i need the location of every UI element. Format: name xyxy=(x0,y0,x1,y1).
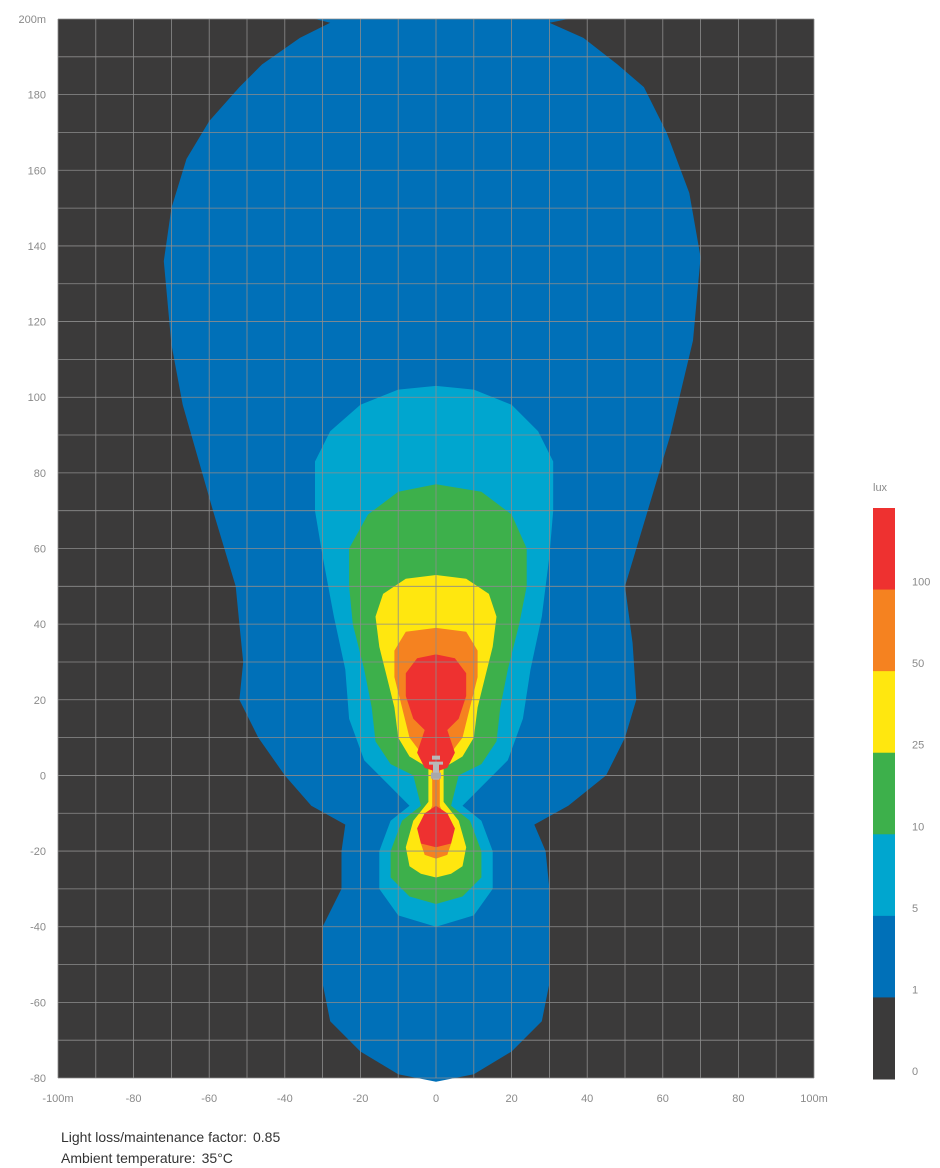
legend-swatch-10 xyxy=(873,752,895,835)
x-tick-label: -40 xyxy=(277,1093,293,1105)
y-tick-label: -80 xyxy=(30,1073,46,1085)
y-tick-label: 100 xyxy=(28,392,46,404)
y-tick-label: 20 xyxy=(34,695,46,707)
y-tick-label: 140 xyxy=(28,241,46,253)
y-tick-label: -60 xyxy=(30,997,46,1009)
y-tick-label: 80 xyxy=(34,468,46,480)
legend-swatch-5 xyxy=(873,834,895,917)
y-tick-label: 0 xyxy=(40,770,46,782)
x-tick-label: -20 xyxy=(352,1093,368,1105)
legend-label-25: 25 xyxy=(912,740,924,752)
ambient-temperature-value: 35°C xyxy=(201,1150,233,1166)
legend-label-1: 1 xyxy=(912,984,918,996)
x-axis-ticks: -100m -80 -60 -40 -20 0 20 40 60 80 100m xyxy=(42,1093,827,1105)
maintenance-factor-label: Light loss/maintenance factor: xyxy=(61,1129,247,1145)
legend-swatch-100 xyxy=(873,508,895,591)
isolux-chart: 200m180160140120100806040200-20-40-60-80… xyxy=(18,14,930,1105)
x-tick-label: -100m xyxy=(42,1093,73,1105)
legend-label-10: 10 xyxy=(912,821,924,833)
legend-title: lux xyxy=(873,482,888,494)
legend-swatch-0 xyxy=(873,997,895,1080)
light-fixture-icon xyxy=(429,755,443,780)
y-tick-label: 120 xyxy=(28,317,46,329)
ambient-temperature-label: Ambient temperature: xyxy=(61,1150,196,1166)
x-tick-label: 80 xyxy=(732,1093,744,1105)
legend-swatch-25 xyxy=(873,671,895,754)
y-tick-label: 40 xyxy=(34,619,46,631)
maintenance-factor-line: Light loss/maintenance factor: 0.85 xyxy=(61,1129,280,1145)
legend-swatch-50 xyxy=(873,589,895,672)
x-tick-label: 40 xyxy=(581,1093,593,1105)
x-tick-label: 20 xyxy=(505,1093,517,1105)
x-tick-label: -60 xyxy=(201,1093,217,1105)
plot-grid xyxy=(57,18,815,1079)
y-axis-ticks: 200m 180 160 140 120 100 80 60 40 20 0 -20 -40 -60 -80 xyxy=(18,14,46,1085)
x-tick-label: 0 xyxy=(433,1093,439,1105)
x-tick-label: -80 xyxy=(126,1093,142,1105)
x-tick-label: 60 xyxy=(657,1093,669,1105)
maintenance-factor-value: 0.85 xyxy=(253,1129,281,1145)
ambient-temperature-line: Ambient temperature: 35°C xyxy=(61,1150,233,1166)
y-tick-label: 200m xyxy=(18,14,46,26)
x-tick-label: 100m xyxy=(800,1093,828,1105)
legend-label-0: 0 xyxy=(912,1066,918,1078)
y-tick-label: 160 xyxy=(28,165,46,177)
y-tick-label: 60 xyxy=(34,544,46,556)
y-tick-label: -20 xyxy=(30,846,46,858)
y-tick-label: 180 xyxy=(28,90,46,102)
legend-label-100: 100 xyxy=(912,577,930,589)
legend-swatch-1 xyxy=(873,915,895,998)
y-tick-label: -40 xyxy=(30,922,46,934)
legend-label-50: 50 xyxy=(912,658,924,670)
legend-label-5: 5 xyxy=(912,903,918,915)
